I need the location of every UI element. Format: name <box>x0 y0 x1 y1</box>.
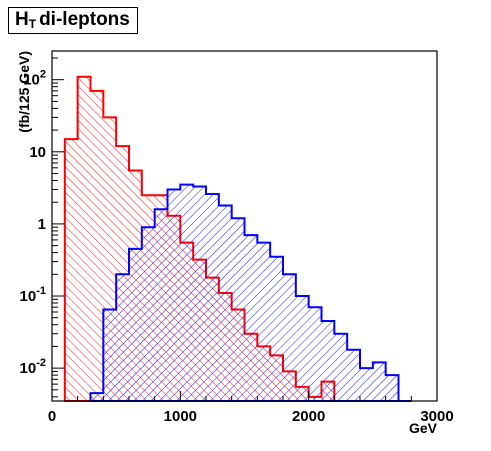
x-tick-label: 2000 <box>292 408 325 425</box>
x-tick-label: 0 <box>48 408 56 425</box>
y-tick-label: 10 <box>29 144 46 161</box>
title-subscript: T <box>28 17 37 31</box>
histogram-layer <box>63 75 412 402</box>
title-main: H <box>15 9 29 30</box>
y-tick-label: 10-1 <box>20 285 46 305</box>
title-rest: di-leptons <box>39 9 130 30</box>
plot-frame <box>51 50 438 402</box>
series-2-fill <box>90 184 412 401</box>
x-tick-label: 1000 <box>164 408 197 425</box>
y-axis-title: (fb/125 GeV) <box>16 51 32 133</box>
y-tick-label: 1 <box>38 216 46 233</box>
series-2-outline <box>89 183 412 402</box>
x-tick-label: 3000 <box>420 408 453 425</box>
x-axis-title: GeV <box>409 420 438 436</box>
y-tick-label: 10-2 <box>20 357 46 377</box>
chart-title: HT di-leptons <box>8 7 138 34</box>
y-tick-label: 102 <box>23 69 46 89</box>
axes: 0 1000 2000 3000 10-2 10-1 1 10 102 <box>20 57 454 425</box>
